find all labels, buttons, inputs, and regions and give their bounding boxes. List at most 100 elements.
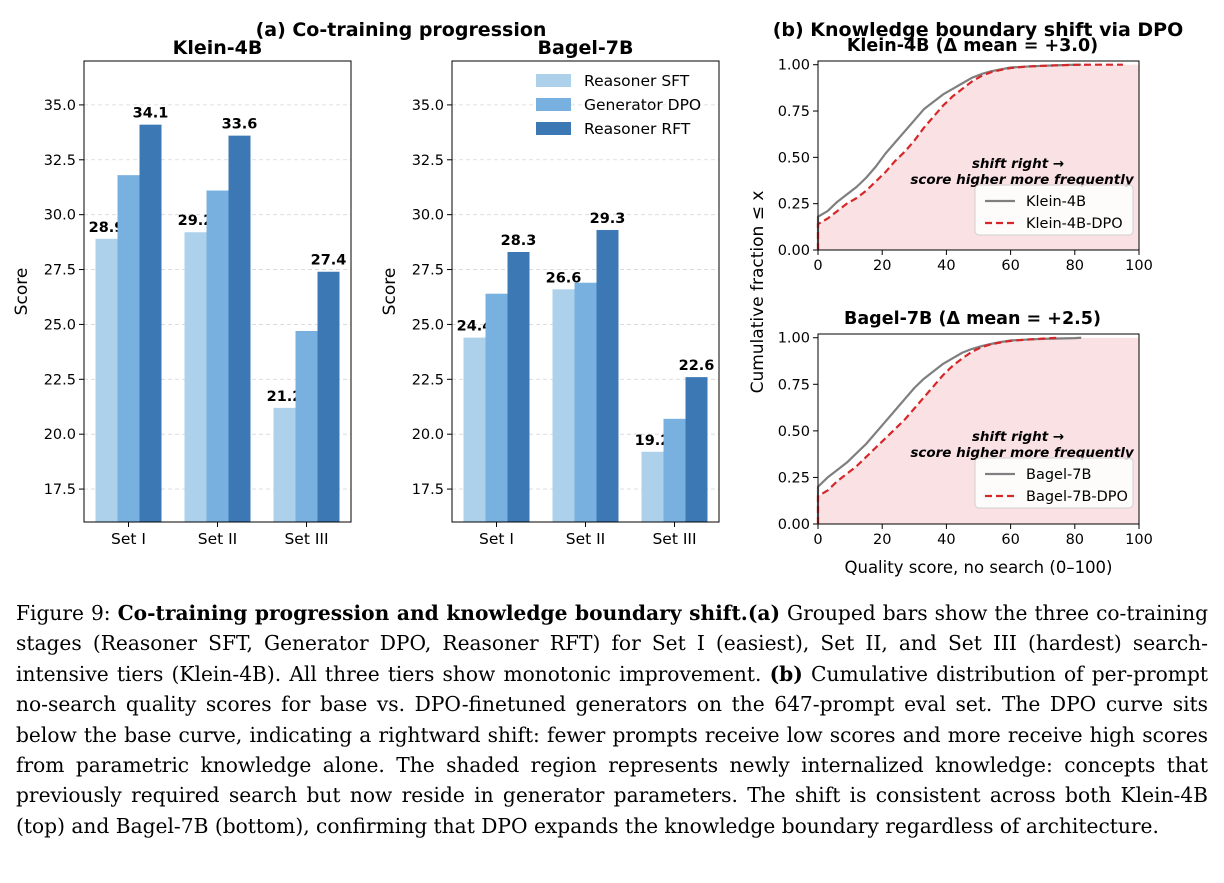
cdf-line-klein-4b-dpo — [816, 63, 1123, 250]
bagel-7b-bar-chart: 17.5 20.0 22.5 25.0 27.5 30.0 32.5 35.0 24.4 28.3… — [380, 37, 720, 548]
x-tick-label: 20 — [873, 532, 891, 548]
x-tick-label: 100 — [1125, 258, 1153, 274]
bar-generator-dpo-set-ii — [574, 282, 597, 522]
chart-title: Klein-4B — [173, 37, 263, 59]
chart-title: Klein-4B (Δ mean = +3.0) — [847, 36, 1098, 56]
panel-a-title: (a) Co-training progression — [256, 19, 547, 41]
bar-reasoner-sft-set-ii — [552, 289, 575, 522]
plot-frame — [83, 60, 352, 523]
klein-4b-bar-chart: 17.5 20.0 22.5 25.0 27.5 30.0 32.5 35.0 28.9 34.1… — [12, 37, 352, 548]
x-tick-label: 100 — [1125, 532, 1153, 548]
shift-annotation-line2: score higher more frequently — [910, 445, 1135, 461]
y-tick-label: 27.5 — [44, 263, 76, 279]
caption-b-marker: (b) — [769, 661, 803, 686]
y-tick-label: 0.50 — [778, 150, 810, 166]
bar-reasoner-rft-set-i — [507, 251, 530, 522]
bar-reasoner-sft-set-iii — [641, 451, 664, 522]
bar-value-label: 29.2 — [178, 213, 214, 229]
legend-label-bagel-7b-dpo: Bagel-7B-DPO — [1026, 489, 1128, 505]
bar-generator-dpo-set-i — [485, 293, 508, 522]
x-tick-label: 60 — [1001, 532, 1019, 548]
plot-frame — [451, 60, 720, 523]
legend-swatch-generator-dpo — [536, 98, 571, 111]
bar-value-label: 27.4 — [311, 253, 347, 269]
legend-label-klein-4b-dpo: Klein-4B-DPO — [1026, 216, 1123, 232]
bar-value-label: 22.6 — [679, 358, 715, 374]
y-tick-label: 0.25 — [778, 197, 810, 213]
x-tick-label: Set III — [284, 530, 328, 548]
y-tick-label: 17.5 — [412, 482, 444, 498]
bar-generator-dpo-set-iii — [663, 418, 686, 522]
bar-reasoner-rft-set-iii — [317, 271, 340, 522]
x-tick-label: Set I — [479, 530, 514, 548]
bar-generator-dpo-set-i — [117, 175, 140, 522]
shift-annotation-line1: shift right → — [972, 156, 1064, 172]
bar-reasoner-rft-set-i — [139, 124, 162, 523]
y-tick-label: 35.0 — [412, 98, 444, 114]
bar-reasoner-sft-set-i — [463, 337, 486, 522]
legend-swatch-reasoner-sft — [536, 74, 571, 87]
y-tick-label: 32.5 — [412, 153, 444, 169]
legend-box — [974, 457, 1134, 509]
caption-title: Co-training progression and knowledge bo… — [117, 601, 748, 625]
caption-a-marker: (a) — [747, 601, 781, 625]
bar-value-label: 24.4 — [457, 319, 493, 335]
x-tick-label: 0 — [813, 258, 822, 274]
bar-value-label: 34.1 — [133, 106, 169, 122]
legend-box — [974, 184, 1134, 236]
caption-a-text: Grouped bars show the three co-training … — [16, 601, 1208, 686]
y-tick-label: 0.00 — [778, 517, 810, 533]
cdf-line-bagel-7b-dpo — [816, 336, 1059, 524]
legend-swatch-reasoner-rft — [536, 122, 571, 135]
cdf-y-axis-label: Cumulative fraction ≤ x — [748, 191, 768, 394]
x-tick-label: 0 — [813, 532, 822, 548]
y-tick-label: 0.25 — [778, 470, 810, 486]
x-tick-label: 80 — [1066, 532, 1084, 548]
figure-caption: Figure 9: Co-training progression and kn… — [16, 598, 1208, 841]
caption-b-text: Cumulative distribution of per-prompt no… — [16, 661, 1208, 838]
x-tick-label: Set III — [652, 530, 696, 548]
bar-value-label: 19.2 — [635, 433, 671, 449]
panel-b-title: (b) Knowledge boundary shift via DPO — [773, 19, 1184, 41]
caption-prefix: Figure 9: — [16, 601, 118, 625]
y-tick-label: 22.5 — [44, 372, 76, 388]
y-axis-label: Score — [12, 268, 32, 316]
bar-value-label: 26.6 — [546, 270, 582, 286]
bar-generator-dpo-set-iii — [295, 331, 318, 522]
plot-frame — [817, 333, 1140, 525]
bar-reasoner-sft-set-i — [95, 238, 118, 523]
x-tick-label: 60 — [1001, 258, 1019, 274]
shift-annotation-line1: shift right → — [972, 429, 1064, 445]
y-tick-label: 25.0 — [412, 317, 444, 333]
y-tick-label: 30.0 — [412, 208, 444, 224]
legend-label-klein-4b: Klein-4B — [1026, 194, 1086, 210]
y-tick-label: 22.5 — [412, 372, 444, 388]
y-tick-label: 20.0 — [412, 427, 444, 443]
chart-title: Bagel-7B — [538, 37, 634, 59]
bar-value-label: 21.2 — [267, 389, 303, 405]
x-tick-label: 40 — [937, 258, 955, 274]
bar-value-label: 33.6 — [222, 117, 258, 133]
y-tick-label: 0.75 — [778, 104, 810, 120]
y-tick-label: 27.5 — [412, 263, 444, 279]
legend-label-reasoner-sft: Reasoner SFT — [584, 72, 690, 90]
y-tick-label: 30.0 — [44, 208, 76, 224]
klein-4b-cdf-chart: 0.00 0.25 0.50 0.75 1.00 0 20 40 60 80 100 Klein-4B… — [778, 36, 1153, 274]
x-tick-label: 20 — [873, 258, 891, 274]
figure-9: (a) Co-training progression (b) Knowledg… — [12, 19, 1184, 577]
y-tick-label: 1.00 — [778, 58, 810, 74]
y-tick-label: 1.00 — [778, 331, 810, 347]
legend-label-generator-dpo: Generator DPO — [584, 96, 701, 114]
bar-value-label: 29.3 — [590, 211, 626, 227]
y-tick-label: 32.5 — [44, 153, 76, 169]
chart-title: Bagel-7B (Δ mean = +2.5) — [844, 309, 1101, 329]
y-tick-label: 17.5 — [44, 482, 76, 498]
y-tick-label: 20.0 — [44, 427, 76, 443]
y-tick-label: 35.0 — [44, 98, 76, 114]
x-tick-label: 80 — [1066, 258, 1084, 274]
y-tick-label: 0.00 — [778, 243, 810, 259]
x-tick-label: Set II — [198, 530, 238, 548]
bar-reasoner-sft-set-ii — [184, 232, 207, 522]
x-tick-label: 40 — [937, 532, 955, 548]
bar-value-label: 28.3 — [501, 233, 537, 249]
